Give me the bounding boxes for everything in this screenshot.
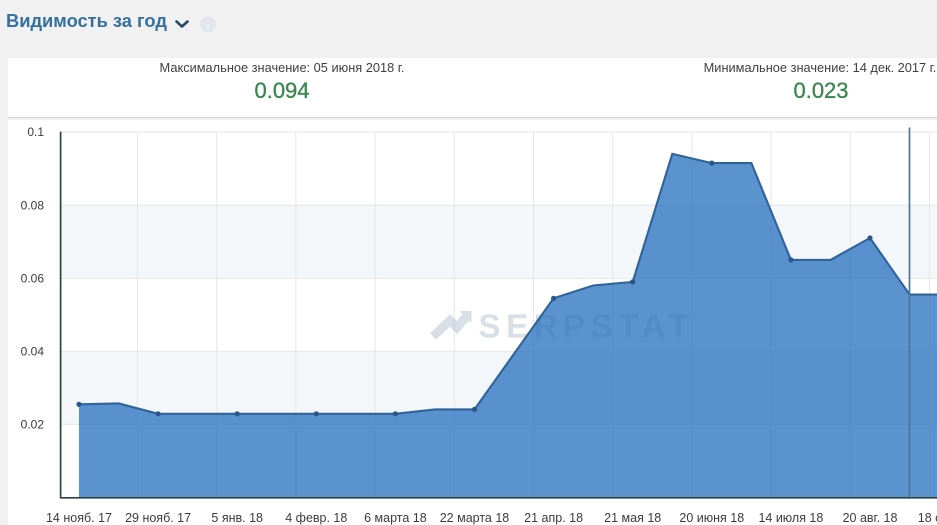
- svg-text:20 авг. 18: 20 авг. 18: [843, 511, 898, 525]
- svg-text:0.04: 0.04: [21, 345, 45, 359]
- svg-text:0.1: 0.1: [27, 125, 44, 139]
- svg-text:22 марта 18: 22 марта 18: [440, 511, 510, 525]
- svg-text:14 июля 18: 14 июля 18: [758, 511, 823, 525]
- svg-text:14 нояб. 17: 14 нояб. 17: [46, 511, 112, 525]
- svg-text:4 февр. 18: 4 февр. 18: [285, 511, 347, 525]
- svg-text:21 апр. 18: 21 апр. 18: [524, 511, 583, 525]
- svg-text:21 мая 18: 21 мая 18: [604, 511, 661, 525]
- svg-text:6 марта 18: 6 марта 18: [364, 511, 427, 525]
- svg-text:5 янв. 18: 5 янв. 18: [211, 511, 263, 525]
- svg-text:i: i: [206, 20, 209, 32]
- svg-text:18 сент. 18: 18 сент. 18: [918, 511, 937, 525]
- svg-text:0.08: 0.08: [21, 198, 45, 212]
- svg-text:0.02: 0.02: [21, 418, 45, 432]
- svg-text:20 июня 18: 20 июня 18: [679, 511, 744, 525]
- svg-text:29 нояб. 17: 29 нояб. 17: [125, 511, 191, 525]
- svg-text:0.06: 0.06: [21, 272, 45, 286]
